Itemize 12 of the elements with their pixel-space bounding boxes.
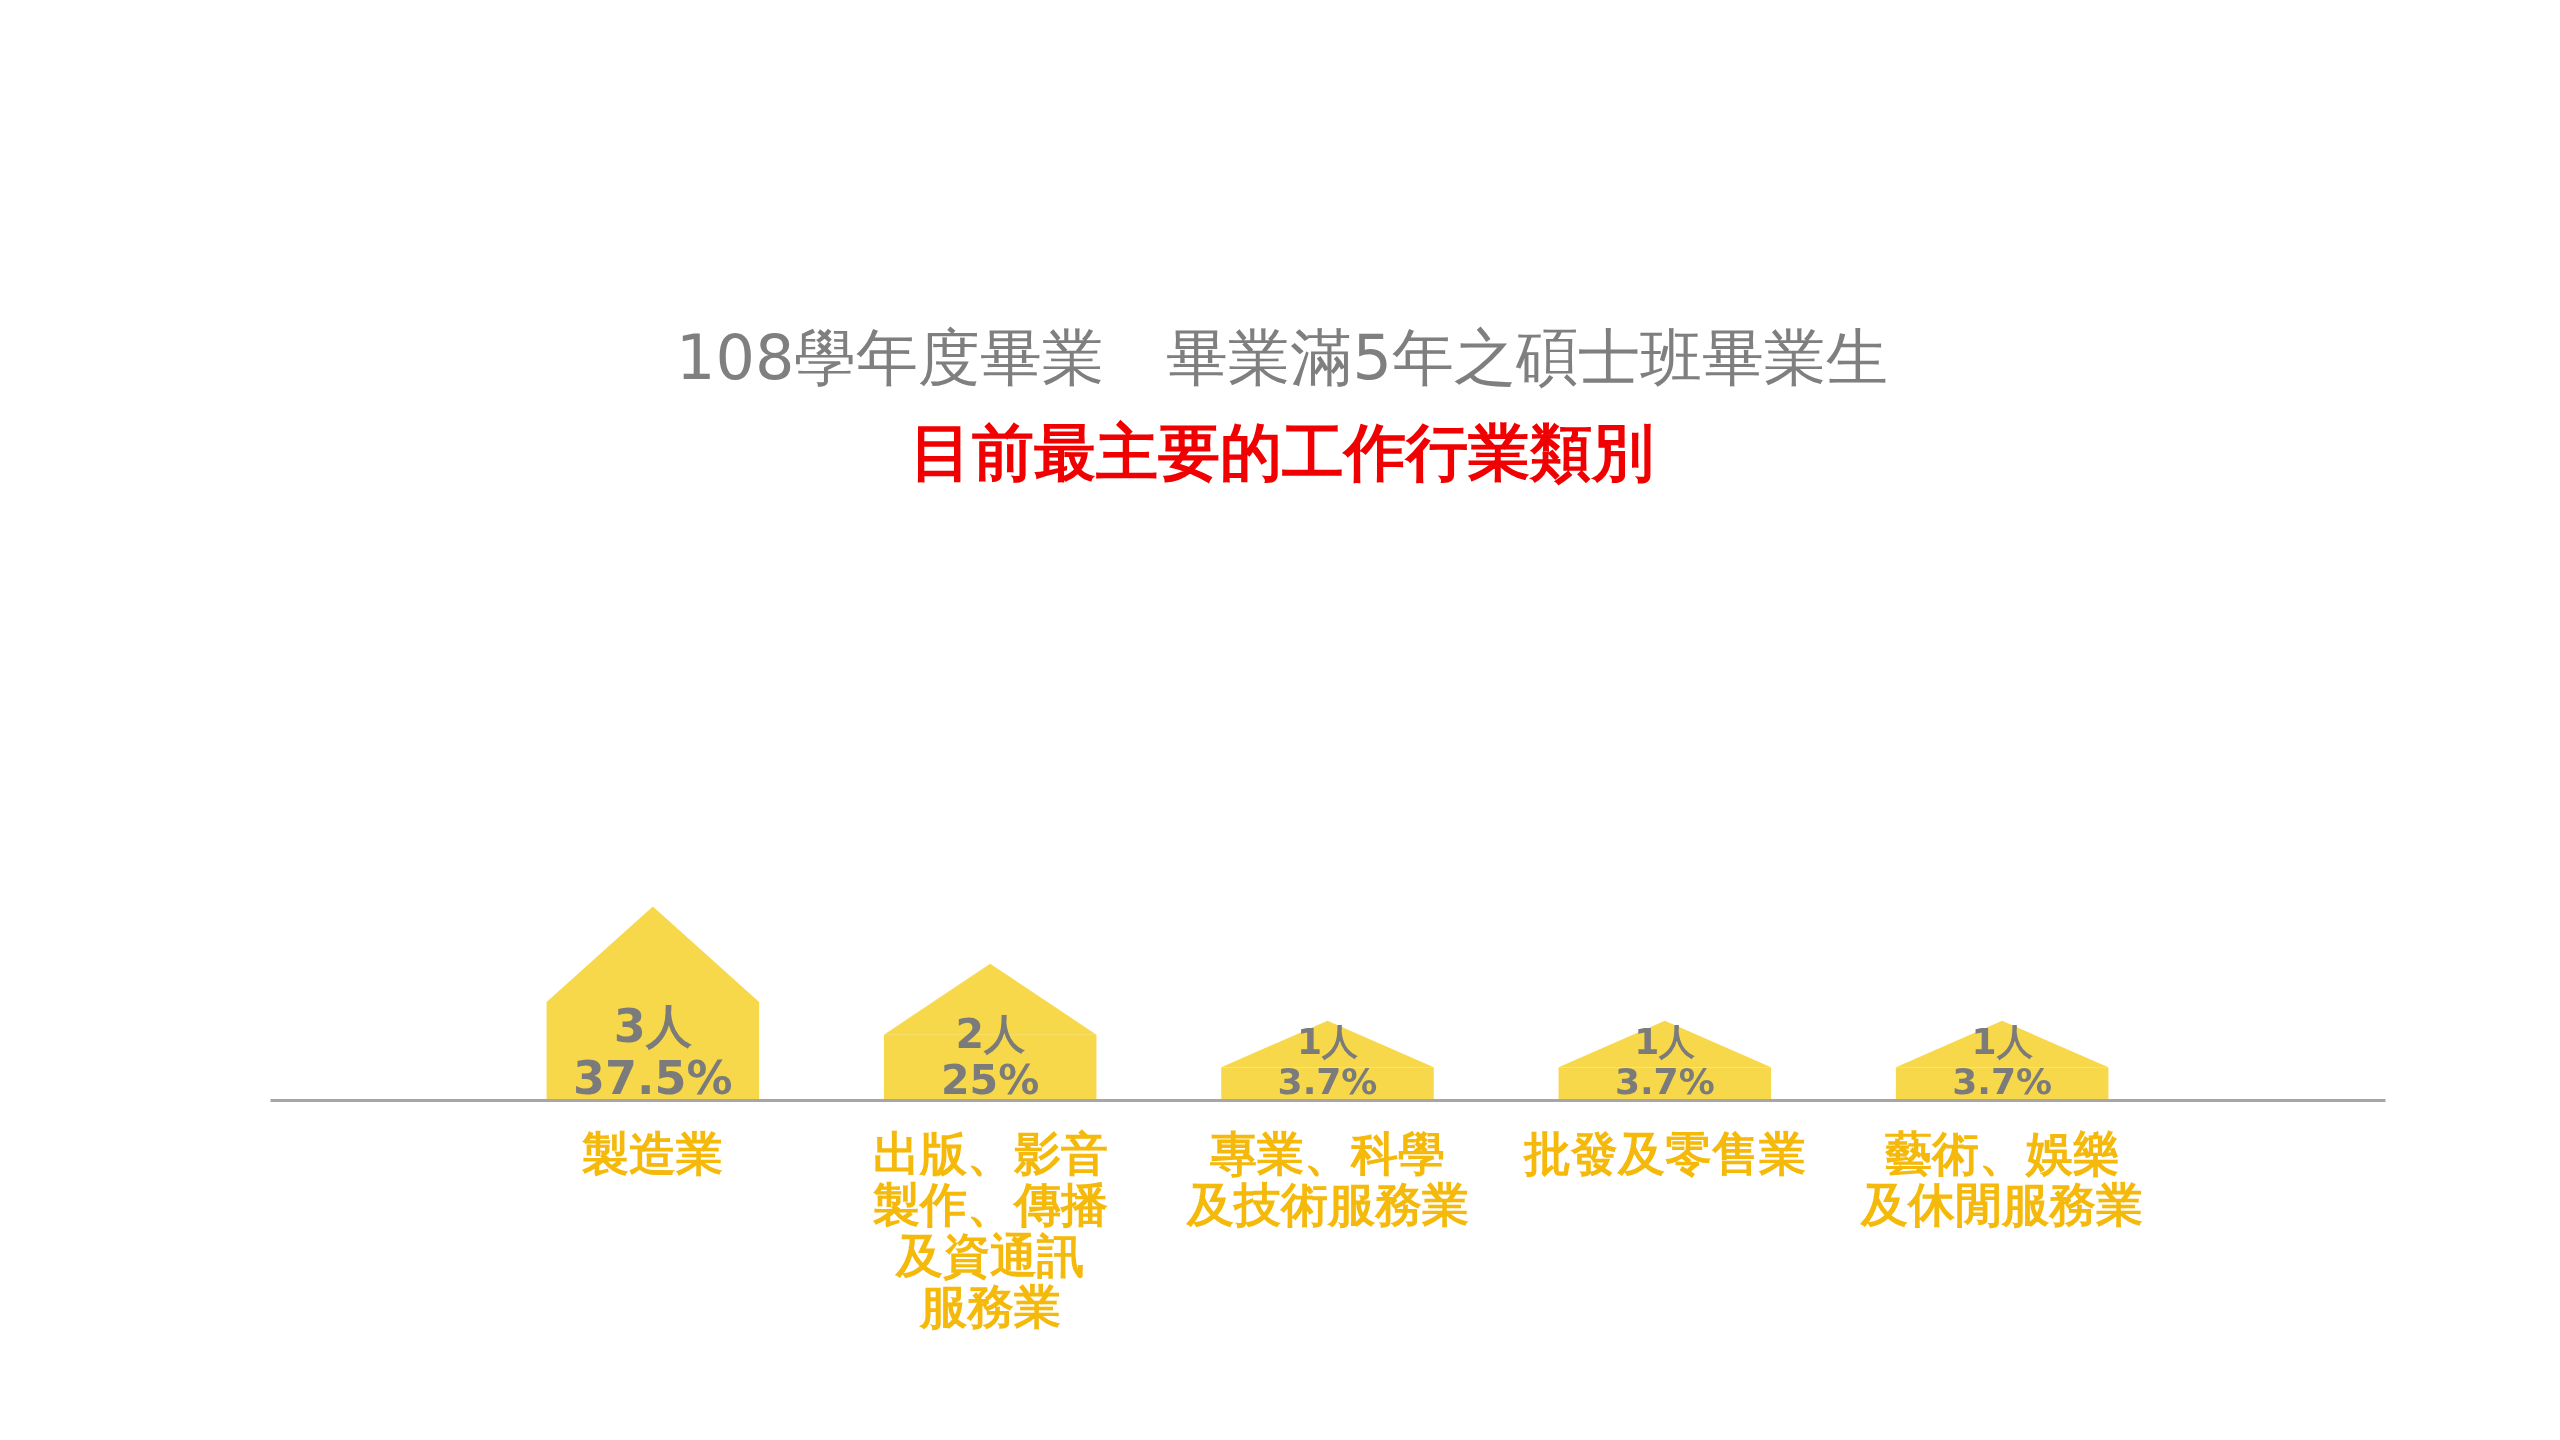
x-tick-label: 藝術、娛樂及休閒服務業 (1859, 1126, 2144, 1232)
x-tick-label: 批發及零售業 (1521, 1126, 1806, 1181)
x-tick-label: 專業、科學及技術服務業 (1184, 1126, 1469, 1232)
data-label: 1人 3.7% (1614, 1020, 1715, 1102)
data-label: 2人 25% (941, 1010, 1040, 1104)
chart-title: 108學年度畢業 畢業滿5年之碩士班畢業生 (676, 321, 1888, 394)
x-tick-label: 製造業 (581, 1126, 724, 1181)
chart-subtitle: 目前最主要的工作行業類別 (910, 416, 1654, 489)
data-label: 3人 37.5% (573, 999, 733, 1105)
data-label: 1人 3.7% (1277, 1020, 1378, 1102)
x-tick-label: 出版、影音製作、傳播及資通訊服務業 (871, 1126, 1108, 1334)
data-label: 1人 3.7% (1952, 1020, 2053, 1102)
